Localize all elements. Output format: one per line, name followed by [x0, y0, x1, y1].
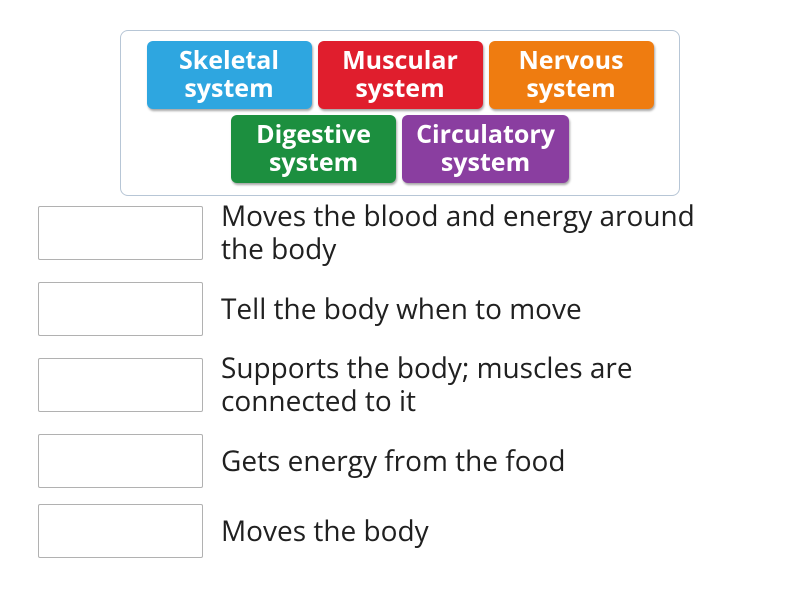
- question-text: Tell the body when to move: [221, 293, 582, 326]
- dropzone[interactable]: [38, 434, 203, 488]
- question-row: Tell the body when to move: [38, 282, 758, 336]
- dropzone[interactable]: [38, 206, 203, 260]
- question-row: Supports the body; muscles are connected…: [38, 352, 758, 418]
- tile-bank: Skeletalsystem Muscularsystem Nervoussys…: [120, 30, 680, 196]
- question-text: Supports the body; muscles are connected…: [221, 352, 741, 418]
- tile-nervous[interactable]: Nervoussystem: [489, 41, 654, 109]
- tile-digestive[interactable]: Digestivesystem: [231, 115, 396, 183]
- dropzone[interactable]: [38, 282, 203, 336]
- question-row: Moves the body: [38, 504, 758, 558]
- question-row: Moves the blood and energy around the bo…: [38, 200, 758, 266]
- question-text: Moves the body: [221, 515, 429, 548]
- question-text: Gets energy from the food: [221, 445, 566, 478]
- question-list: Moves the blood and energy around the bo…: [38, 200, 758, 574]
- question-text: Moves the blood and energy around the bo…: [221, 200, 741, 266]
- tile-muscular[interactable]: Muscularsystem: [318, 41, 483, 109]
- tile-circulatory[interactable]: Circulatorysystem: [402, 115, 569, 183]
- question-row: Gets energy from the food: [38, 434, 758, 488]
- dropzone[interactable]: [38, 358, 203, 412]
- dropzone[interactable]: [38, 504, 203, 558]
- tile-skeletal[interactable]: Skeletalsystem: [147, 41, 312, 109]
